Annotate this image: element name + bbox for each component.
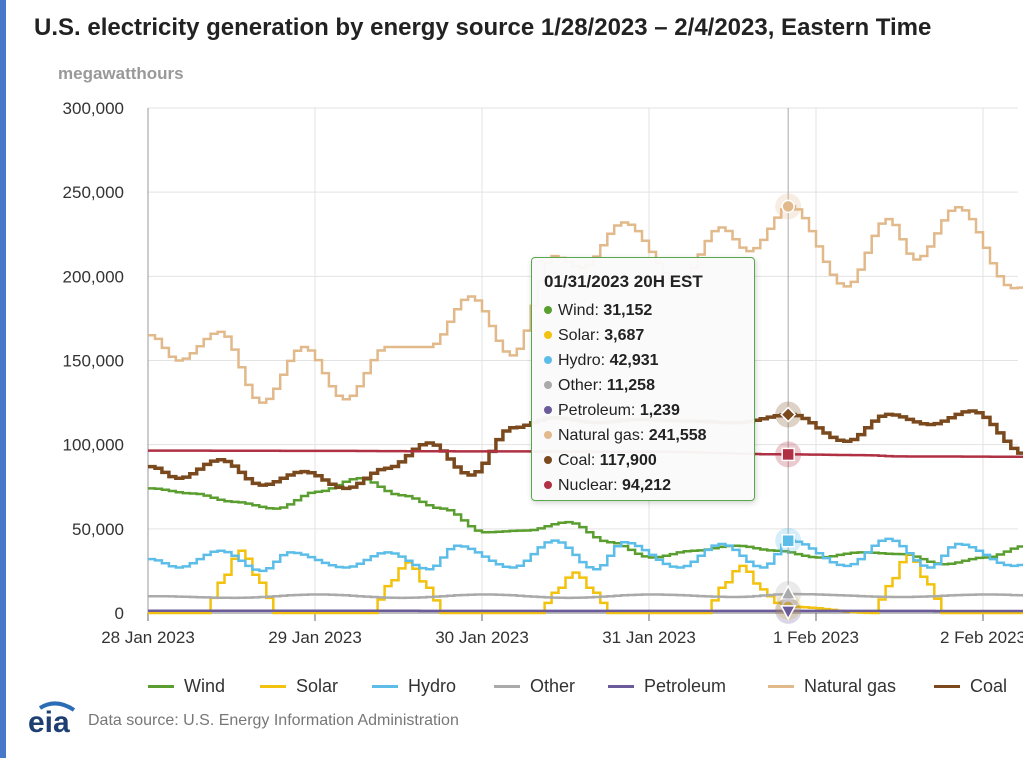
legend-label: Other (530, 676, 576, 696)
tooltip-value: 241,558 (648, 427, 707, 444)
legend-swatch (608, 685, 634, 688)
tooltip-value: 42,931 (609, 352, 659, 369)
legend-item-natural-gas[interactable]: Natural gas (768, 676, 896, 697)
x-tick-label: 2 Feb 2023 (940, 628, 1023, 647)
series-line-wind (148, 477, 1023, 566)
legend-swatch (768, 685, 794, 688)
y-tick-label: 200,000 (63, 267, 124, 286)
x-tick-label: 28 Jan 2023 (101, 628, 195, 647)
eia-logo-text: eia (28, 706, 70, 736)
x-tick-label: 30 Jan 2023 (435, 628, 529, 647)
legend-label: Petroleum (644, 676, 727, 696)
series-line-other (148, 592, 1023, 600)
tooltip-row: Solar: 3,687 (544, 323, 742, 348)
legend-label: Hydro (408, 676, 457, 696)
tooltip-label: Petroleum: (558, 402, 640, 419)
x-tick-label: 31 Jan 2023 (602, 628, 696, 647)
legend-swatch (494, 685, 520, 688)
series-line-solar (148, 549, 1023, 615)
y-tick-label: 300,000 (63, 99, 124, 118)
tooltip-value: 117,900 (599, 452, 657, 469)
legend-item-coal[interactable]: Coal (934, 676, 1007, 697)
tooltip-value: 3,687 (604, 327, 645, 344)
tooltip-dot (544, 431, 552, 439)
y-tick-label: 150,000 (63, 352, 124, 371)
y-tick-label: 250,000 (63, 183, 124, 202)
chart-legend[interactable]: Wind Solar Hydro Other Petroleum Natural gas C… (0, 676, 1023, 700)
legend-item-petroleum[interactable]: Petroleum (608, 676, 726, 697)
tooltip-dot (544, 356, 552, 364)
tooltip-dot (544, 406, 552, 414)
legend-item-hydro[interactable]: Hydro (372, 676, 456, 697)
tooltip-dot (544, 481, 552, 489)
tooltip-value: 1,239 (639, 402, 680, 419)
y-tick-label: 50,000 (72, 520, 124, 539)
legend-label: Solar (296, 676, 339, 696)
tooltip-row: Petroleum: 1,239 (544, 398, 742, 423)
tooltip-label: Solar: (558, 327, 605, 344)
hover-marker-other (779, 584, 797, 600)
legend-item-wind[interactable]: Wind (148, 676, 225, 697)
chart-title: U.S. electricity generation by energy so… (34, 14, 932, 41)
hover-tooltip: 01/31/2023 20H EST Wind: 31,152 Solar: 3,… (531, 257, 755, 501)
series-line-hydro (148, 537, 1023, 573)
tooltip-label: Other: (558, 377, 607, 394)
tooltip-dot (544, 331, 552, 339)
tooltip-dot (544, 456, 552, 464)
tooltip-row: Coal: 117,900 (544, 448, 742, 473)
legend-label: Natural gas (804, 676, 897, 696)
legend-item-other[interactable]: Other (494, 676, 575, 697)
tooltip-row: Wind: 31,152 (544, 298, 742, 323)
hover-marker-natural-gas (781, 199, 795, 214)
tooltip-dot (544, 381, 552, 389)
tooltip-row: Natural gas: 241,558 (544, 423, 742, 448)
tooltip-value: 94,212 (622, 477, 671, 494)
tooltip-value: 31,152 (603, 302, 653, 319)
hover-marker-nuclear (781, 447, 795, 462)
legend-label: Wind (184, 676, 226, 696)
y-axis-tick-labels: 0 50,000 100,000 150,000 200,000 250,000 300,0… (63, 99, 124, 623)
y-tick-label: 0 (115, 604, 124, 623)
tooltip-label: Nuclear: (558, 477, 623, 494)
tooltip-label: Hydro: (558, 352, 610, 369)
x-tick-label: 29 Jan 2023 (268, 628, 362, 647)
legend-swatch (934, 685, 960, 688)
tooltip-title: 01/31/2023 20H EST (544, 272, 703, 291)
tooltip-label: Wind: (558, 302, 604, 319)
tooltip-dot (544, 306, 552, 314)
hover-marker-petroleum (779, 605, 797, 621)
hover-marker-coal (780, 406, 797, 423)
window-edge (0, 0, 6, 758)
series-line-natural-gas (148, 205, 1023, 404)
y-axis-units-label: megawatthours (58, 64, 184, 83)
x-tick-label: 1 Feb 2023 (773, 628, 859, 647)
hover-markers (775, 108, 802, 624)
tooltip-rows: Wind: 31,152 Solar: 3,687 Hydro: 42,931 Oth… (544, 298, 742, 498)
tooltip-label: Coal: (558, 452, 600, 469)
tooltip-value: 11,258 (606, 377, 655, 394)
legend-item-solar[interactable]: Solar (260, 676, 338, 697)
eia-logo-icon: eia (28, 701, 76, 736)
legend-swatch (148, 685, 174, 688)
tooltip-row: Hydro: 42,931 (544, 348, 742, 373)
hover-marker-hydro (781, 533, 795, 548)
tooltip-row: Nuclear: 94,212 (544, 473, 742, 498)
y-tick-label: 100,000 (63, 436, 124, 455)
tooltip-row: Other: 11,258 (544, 373, 742, 398)
x-axis-tick-labels: 28 Jan 2023 29 Jan 2023 30 Jan 2023 31 Jan … (101, 628, 1023, 647)
legend-swatch (260, 685, 286, 688)
legend-swatch (372, 685, 398, 688)
data-source-note: Data source: U.S. Energy Information Adm… (88, 712, 459, 729)
tooltip-label: Natural gas: (558, 427, 649, 444)
legend-label: Coal (970, 676, 1008, 696)
